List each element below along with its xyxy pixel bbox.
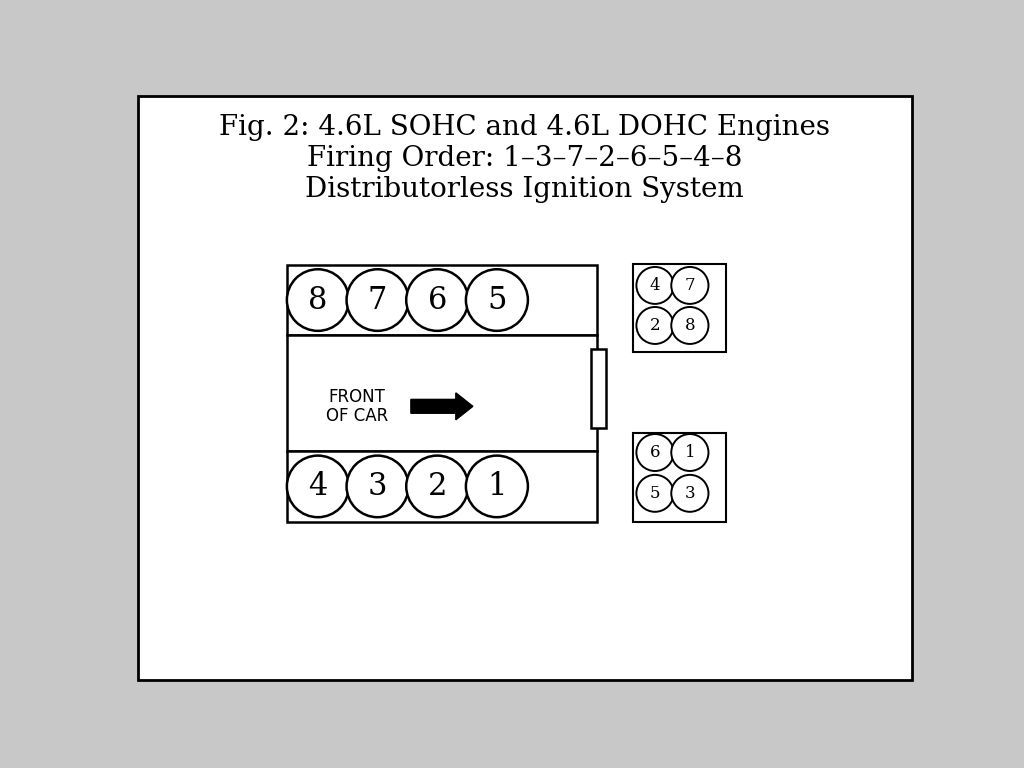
Bar [591, 349, 606, 428]
Bar [287, 451, 597, 521]
Circle shape [636, 267, 674, 304]
Text: 6: 6 [650, 444, 660, 461]
Circle shape [636, 434, 674, 471]
Circle shape [672, 267, 709, 304]
Text: 1: 1 [487, 471, 507, 502]
Text: Firing Order: 1–3–7–2–6–5–4–8: Firing Order: 1–3–7–2–6–5–4–8 [307, 145, 742, 172]
Circle shape [346, 455, 409, 517]
Bar [633, 264, 726, 353]
Text: Distributorless Ignition System: Distributorless Ignition System [305, 176, 744, 203]
Circle shape [407, 270, 468, 331]
Text: 2: 2 [649, 317, 660, 334]
Text: 7: 7 [685, 277, 695, 294]
Text: 1: 1 [685, 444, 695, 461]
Circle shape [466, 455, 528, 517]
Text: OF CAR: OF CAR [326, 406, 388, 425]
Circle shape [672, 434, 709, 471]
FancyArrow shape [411, 393, 473, 420]
Text: 3: 3 [685, 485, 695, 502]
Circle shape [287, 270, 349, 331]
Circle shape [407, 455, 468, 517]
Text: 5: 5 [487, 285, 507, 316]
Text: 4: 4 [308, 471, 328, 502]
Text: 2: 2 [427, 471, 446, 502]
Text: FRONT: FRONT [328, 388, 385, 406]
Text: 4: 4 [649, 277, 660, 294]
Text: 7: 7 [368, 285, 387, 316]
Circle shape [346, 270, 409, 331]
Bar [633, 433, 726, 521]
Text: 8: 8 [308, 285, 328, 316]
Text: 8: 8 [685, 317, 695, 334]
Circle shape [672, 475, 709, 511]
Bar [287, 265, 597, 336]
Circle shape [287, 455, 349, 517]
Circle shape [466, 270, 528, 331]
Text: 5: 5 [650, 485, 660, 502]
Text: 6: 6 [428, 285, 446, 316]
Bar [287, 336, 597, 451]
Circle shape [672, 307, 709, 344]
Circle shape [636, 307, 674, 344]
Text: 3: 3 [368, 471, 387, 502]
Text: Fig. 2: 4.6L SOHC and 4.6L DOHC Engines: Fig. 2: 4.6L SOHC and 4.6L DOHC Engines [219, 114, 830, 141]
Circle shape [636, 475, 674, 511]
